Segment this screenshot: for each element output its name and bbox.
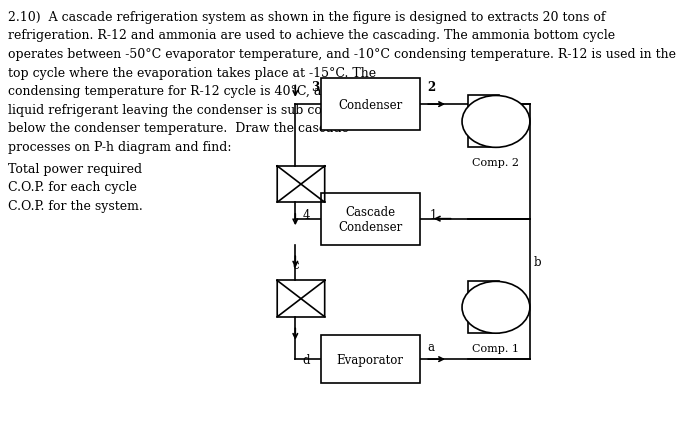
Text: C.O.P. for the system.: C.O.P. for the system. [8,199,143,212]
Text: operates between -50°C evaporator temperature, and -10°C condensing temperature.: operates between -50°C evaporator temper… [8,48,676,61]
Text: Evaporator: Evaporator [337,353,404,366]
Text: d: d [303,353,310,366]
Text: b: b [533,256,541,269]
Circle shape [462,96,530,148]
Text: condensing temperature for R-12 cycle is 40°C, and the: condensing temperature for R-12 cycle is… [8,85,362,98]
Bar [321,193,419,245]
Text: 4: 4 [303,208,310,221]
Text: 2.10)  A cascade refrigeration system as shown in the figure is designed to extr: 2.10) A cascade refrigeration system as … [8,11,606,24]
Text: Total power required: Total power required [8,162,142,175]
Text: top cycle where the evaporation takes place at -15°C. The: top cycle where the evaporation takes pl… [8,66,377,79]
Text: processes on P-h diagram and find:: processes on P-h diagram and find: [8,141,232,154]
Bar [321,335,419,383]
Text: 2: 2 [427,81,435,94]
Text: 1: 1 [430,208,438,221]
Text: a: a [428,340,435,353]
Text: Condenser: Condenser [338,99,402,112]
Bar [468,96,499,148]
Text: Cascade
Condenser: Cascade Condenser [338,205,402,233]
Bar [468,282,499,333]
Text: refrigeration. R-12 and ammonia are used to achieve the cascading. The ammonia b: refrigeration. R-12 and ammonia are used… [8,30,615,43]
Text: 3: 3 [311,81,319,94]
Text: c: c [293,258,299,271]
Text: below the condenser temperature.  Draw the cascade: below the condenser temperature. Draw th… [8,122,349,135]
Circle shape [462,282,530,333]
Text: Comp. 2: Comp. 2 [473,158,519,168]
Bar [321,79,419,131]
Text: C.O.P. for each cycle: C.O.P. for each cycle [8,181,137,194]
Text: Comp. 1: Comp. 1 [473,343,519,353]
Text: liquid refrigerant leaving the condenser is sub cooled 5°C: liquid refrigerant leaving the condenser… [8,104,377,117]
